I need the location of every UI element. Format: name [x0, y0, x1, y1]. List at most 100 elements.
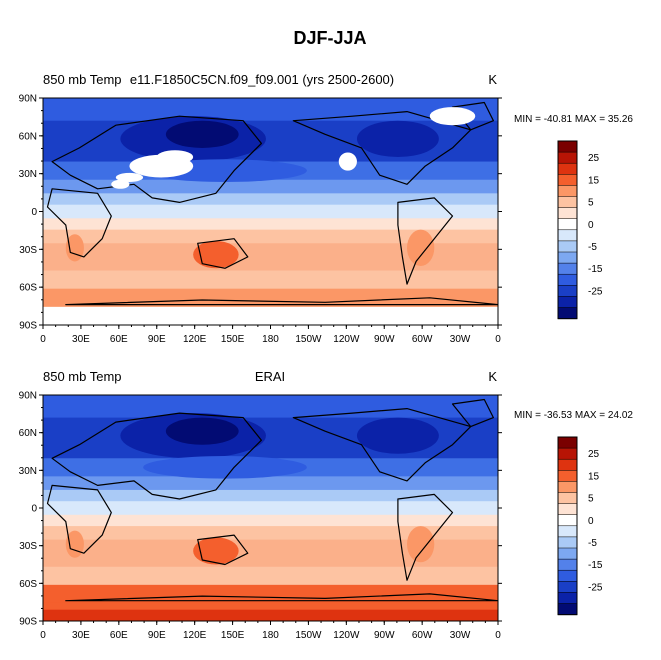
colorbar-swatch [557, 229, 578, 242]
lat-tick-label: 60S [19, 579, 37, 590]
colorbar-swatch [557, 581, 578, 593]
colorbar-swatch [557, 536, 578, 549]
lat-tick-label: 60S [19, 283, 37, 294]
lon-tick-label: 150W [295, 630, 322, 641]
lat-tick-label: 30N [19, 169, 37, 180]
lat-tick-label: 30N [19, 466, 37, 477]
colorbar-swatch [557, 470, 578, 482]
colorbar-label: 5 [588, 198, 594, 209]
lon-tick-label: 0 [40, 630, 46, 641]
lat-tick-label: 90S [19, 617, 37, 628]
colorbar-swatch [557, 285, 578, 297]
colorbar-swatch [557, 273, 578, 286]
panel-center-title: ERAI [255, 369, 285, 384]
colorbar-label: 5 [588, 494, 594, 505]
colorbar-swatch [557, 525, 578, 538]
lat-tick-label: 30S [19, 245, 37, 256]
lat-tick-label: 30S [19, 541, 37, 552]
lon-tick-label: 90W [374, 334, 395, 345]
lat-tick-label: 90S [19, 321, 37, 332]
lon-tick-label: 0 [495, 334, 501, 345]
colorbar-swatch [557, 569, 578, 582]
colorbar-label: -5 [588, 538, 597, 549]
lon-tick-label: 30E [72, 630, 90, 641]
colorbar-swatch [557, 436, 578, 449]
lon-tick-label: 60E [110, 334, 128, 345]
panel-erai: 850 mb Temp ERAI K MIN = -36.53 MAX = 24… [19, 369, 634, 641]
colorbar-swatch [557, 174, 578, 186]
colorbar-swatch [557, 307, 578, 320]
colorbar-swatch [557, 185, 578, 198]
colorbar-label: 15 [588, 471, 600, 482]
panel-units: K [488, 72, 497, 87]
colorbar-swatch [557, 162, 578, 175]
colorbar-swatch [557, 492, 578, 505]
colorbar-swatch [557, 151, 578, 164]
colorbar-swatch [557, 514, 578, 527]
colorbar-label: -15 [588, 560, 603, 571]
colorbar-swatch [557, 592, 578, 605]
colorbar-label: 0 [588, 516, 594, 527]
lon-tick-label: 0 [40, 334, 46, 345]
panel-minmax: MIN = -40.81 MAX = 35.26 [514, 114, 633, 125]
lon-tick-label: 90W [374, 630, 395, 641]
colorbar-swatch [557, 140, 578, 153]
colorbar-label: 0 [588, 220, 594, 231]
colorbar-swatch [557, 458, 578, 471]
colorbar-swatch [557, 447, 578, 460]
colorbar-swatch [557, 240, 578, 253]
colorbar-swatch [557, 251, 578, 264]
lat-tick-label: 60N [19, 428, 37, 439]
lon-tick-label: 120W [333, 630, 360, 641]
lon-tick-label: 0 [495, 630, 501, 641]
colorbar-label: -5 [588, 242, 597, 253]
lon-tick-label: 150E [221, 630, 245, 641]
lon-tick-label: 120W [333, 334, 360, 345]
colorbar-swatch [557, 262, 578, 275]
colorbar: 25 15 5 0 -5 -15 -25 [557, 436, 603, 616]
panel-left-title: 850 mb Temp [43, 72, 122, 87]
colorbar-label: -25 [588, 582, 603, 593]
colorbar-label: 25 [588, 449, 600, 460]
lat-tick-label: 90N [19, 94, 37, 105]
lon-tick-label: 90E [148, 334, 166, 345]
lat-tick-label: 0 [31, 207, 37, 218]
colorbar-swatch [557, 207, 578, 220]
lon-tick-label: 60W [412, 334, 433, 345]
colorbar-label: 25 [588, 153, 600, 164]
panel-model: 850 mb Temp e11.F1850C5CN.f09_f09.001 (y… [19, 72, 634, 345]
panel-minmax: MIN = -36.53 MAX = 24.02 [514, 410, 633, 421]
lon-tick-label: 60E [110, 630, 128, 641]
colorbar-swatch [557, 218, 578, 231]
colorbar-swatch [557, 296, 578, 309]
lat-tick-label: 0 [31, 504, 37, 515]
lon-tick-label: 30W [450, 630, 471, 641]
colorbar-swatch [557, 481, 578, 494]
lon-tick-label: 30E [72, 334, 90, 345]
lon-tick-label: 90E [148, 630, 166, 641]
lat-tick-label: 90N [19, 391, 37, 402]
colorbar-swatch [557, 558, 578, 571]
lon-tick-label: 150W [295, 334, 322, 345]
lon-tick-label: 30W [450, 334, 471, 345]
panel-units: K [488, 369, 497, 384]
lon-tick-label: 180 [262, 334, 279, 345]
colorbar: 25 15 5 0 -5 -15 -25 [557, 140, 603, 320]
lat-tick-label: 60N [19, 131, 37, 142]
lon-tick-label: 180 [262, 630, 279, 641]
figure-title: DJF-JJA [293, 28, 366, 48]
colorbar-label: -25 [588, 286, 603, 297]
lon-tick-label: 120E [183, 630, 207, 641]
lon-tick-label: 120E [183, 334, 207, 345]
colorbar-swatch [557, 547, 578, 560]
colorbar-swatch [557, 603, 578, 616]
colorbar-swatch [557, 196, 578, 209]
panel-center-title: e11.F1850C5CN.f09_f09.001 (yrs 2500-2600… [130, 72, 394, 87]
colorbar-swatch [557, 503, 578, 516]
panel-left-title: 850 mb Temp [43, 369, 122, 384]
lon-tick-label: 60W [412, 630, 433, 641]
lon-tick-label: 150E [221, 334, 245, 345]
